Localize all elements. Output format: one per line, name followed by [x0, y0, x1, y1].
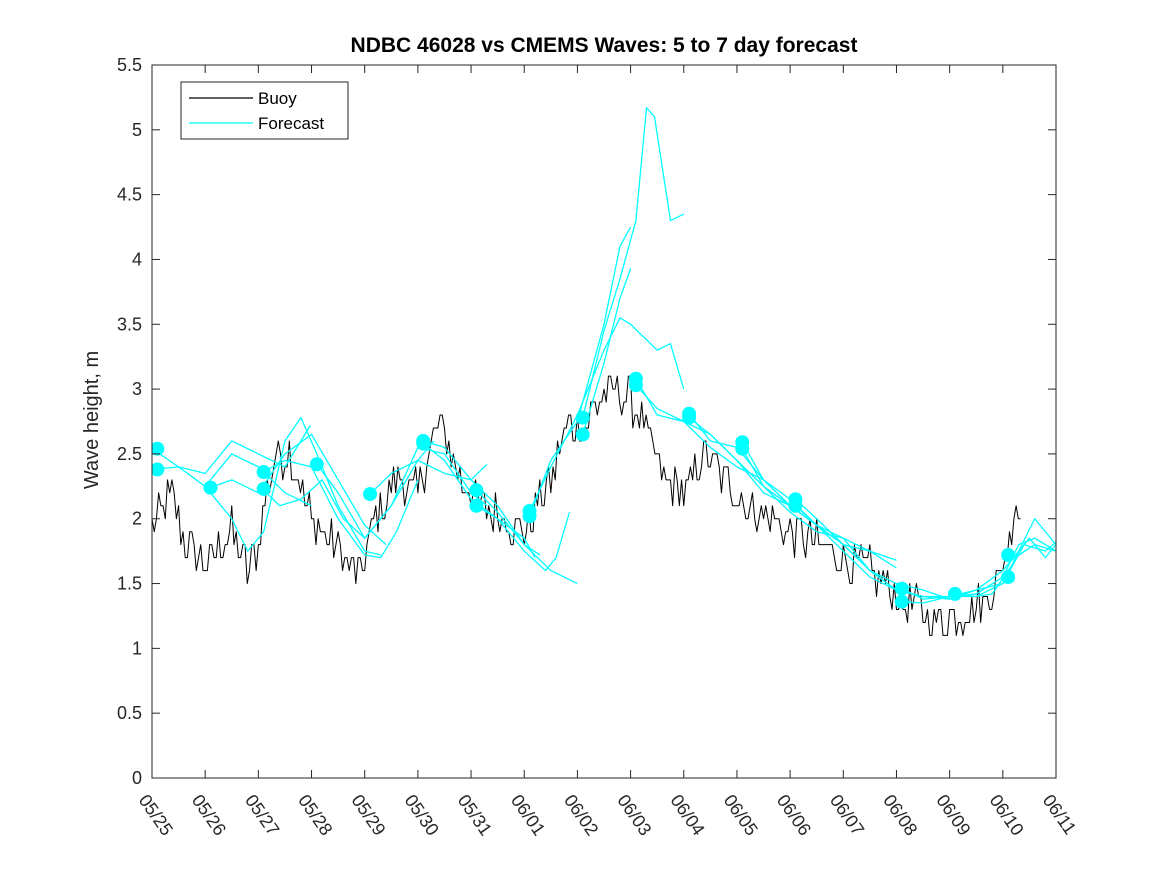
- series-line-10: [422, 443, 571, 572]
- forecast-marker-9: [469, 483, 484, 498]
- forecast-marker-6: [363, 487, 378, 502]
- y-tick-label: 3.5: [117, 314, 142, 334]
- forecast-marker-23: [894, 581, 909, 596]
- series-line-9: [423, 440, 578, 585]
- forecast-marker-18: [682, 410, 697, 425]
- y-tick-label: 5.5: [117, 55, 142, 75]
- series-line-26: [901, 518, 1056, 604]
- forecast-marker-16: [628, 378, 643, 393]
- forecast-marker-13: [575, 410, 590, 425]
- plot-area: [152, 65, 1056, 778]
- y-tick-label: 2.5: [117, 444, 142, 464]
- y-axis-label: Wave height, m: [81, 351, 103, 489]
- series-line-0: [152, 375, 1021, 636]
- forecast-marker-22: [788, 498, 803, 513]
- y-tick-label: 2: [132, 509, 142, 529]
- series-line-20: [688, 417, 897, 569]
- y-tick-label: 5: [132, 120, 142, 140]
- forecast-marker-2: [203, 480, 218, 495]
- forecast-marker-14: [575, 427, 590, 442]
- y-tick-label: 4: [132, 249, 142, 269]
- forecast-marker-3: [256, 465, 271, 480]
- legend-box: [180, 81, 349, 140]
- forecast-marker-4: [256, 481, 271, 496]
- series-line-7: [316, 446, 488, 539]
- forecast-marker-0: [152, 441, 165, 456]
- axes-box: [151, 64, 1057, 779]
- y-tick-label: 1: [132, 638, 142, 658]
- series-line-5: [262, 459, 419, 559]
- forecast-marker-25: [947, 586, 962, 601]
- series-line-8: [369, 459, 488, 495]
- forecast-marker-26: [1001, 548, 1016, 563]
- y-tick-label: 0: [132, 768, 142, 788]
- series-line-15: [582, 107, 685, 418]
- forecast-marker-5: [309, 457, 324, 472]
- series-line-16: [582, 268, 632, 435]
- forecast-marker-8: [416, 436, 431, 451]
- legend-label-0: Buoy: [258, 89, 297, 108]
- series-line-13: [528, 317, 685, 512]
- series-line-25: [901, 537, 1056, 600]
- series-line-24: [795, 505, 1056, 598]
- forecast-marker-24: [894, 594, 909, 609]
- plot-background: [152, 65, 1056, 778]
- forecast-marker-10: [469, 498, 484, 513]
- forecast-marker-12: [522, 509, 537, 524]
- series-line-2: [152, 453, 312, 507]
- y-tick-label: 0.5: [117, 703, 142, 723]
- forecast-marker-27: [1001, 570, 1016, 585]
- series-line-6: [262, 440, 435, 539]
- series-line-12: [476, 505, 536, 558]
- y-tick-label: 3: [132, 379, 142, 399]
- legend-label-1: Forecast: [258, 114, 324, 133]
- y-tick-label: 4.5: [117, 185, 142, 205]
- y-tick-label: 1.5: [117, 574, 142, 594]
- forecast-marker-1: [152, 462, 165, 477]
- chart-title: NDBC 46028 vs CMEMS Waves: 5 to 7 day fo…: [351, 34, 858, 57]
- series-line-4: [209, 416, 381, 556]
- series-line-14: [528, 226, 632, 517]
- series-line-3: [210, 433, 387, 546]
- legend: Buoy Forecast: [180, 81, 349, 140]
- forecast-marker-20: [735, 441, 750, 456]
